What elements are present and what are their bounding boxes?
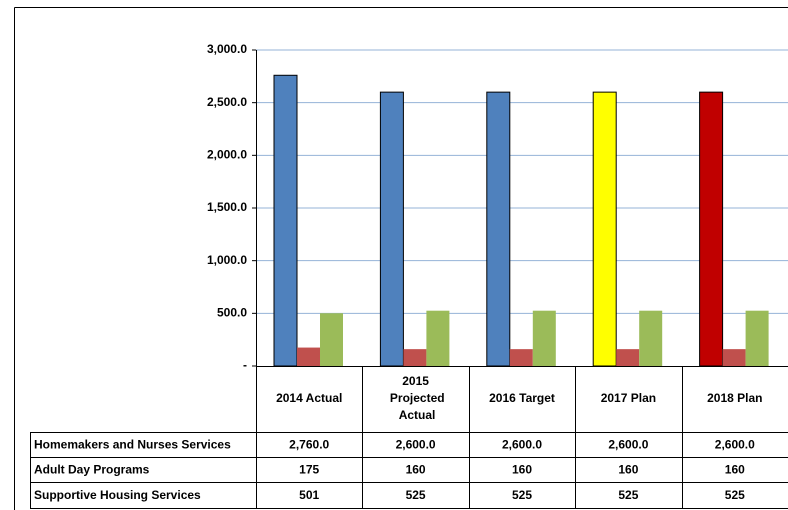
x-tick-label: 2014 Actual xyxy=(276,391,342,405)
bar xyxy=(699,91,724,367)
table-value: 2,600.0 xyxy=(502,438,542,452)
bar xyxy=(273,74,298,367)
table-value: 160 xyxy=(725,463,745,477)
table-value: 175 xyxy=(299,463,319,477)
bar xyxy=(486,91,511,367)
bar xyxy=(403,349,427,366)
table-value: 2,600.0 xyxy=(396,438,436,452)
y-tick-label: 2,000.0 xyxy=(207,148,247,162)
bar xyxy=(722,349,746,366)
x-tick-label: 2018 Plan xyxy=(707,391,762,405)
row-label: Supportive Housing Services xyxy=(34,488,201,502)
bar xyxy=(745,310,769,366)
table-value: 160 xyxy=(512,463,532,477)
y-tick-label: - xyxy=(243,358,247,372)
table-value: 2,600.0 xyxy=(608,438,648,452)
bar xyxy=(532,310,556,366)
table-value: 525 xyxy=(406,488,426,502)
bar xyxy=(297,347,320,366)
table-value: 2,600.0 xyxy=(715,438,755,452)
table-value: 525 xyxy=(512,488,532,502)
bar xyxy=(320,313,343,366)
table-value: 525 xyxy=(725,488,745,502)
row-label: Homemakers and Nurses Services xyxy=(34,438,231,452)
y-tick-label: 2,500.0 xyxy=(207,95,247,109)
bar xyxy=(426,310,450,366)
bar xyxy=(592,91,617,367)
y-tick-label: 1,000.0 xyxy=(207,253,247,267)
row-label: Adult Day Programs xyxy=(34,463,150,477)
bar xyxy=(509,349,533,366)
table-value: 501 xyxy=(299,488,319,502)
table-value: 160 xyxy=(406,463,426,477)
y-tick-label: 3,000.0 xyxy=(207,42,247,56)
y-tick-label: 1,500.0 xyxy=(207,200,247,214)
table-value: 160 xyxy=(618,463,638,477)
bar xyxy=(379,91,404,367)
y-tick-label: 500.0 xyxy=(217,306,247,320)
x-tick-label: 2017 Plan xyxy=(601,391,656,405)
table-value: 525 xyxy=(618,488,638,502)
x-tick-label: 2015 Projected Actual xyxy=(387,374,445,422)
bar xyxy=(616,349,640,366)
bar xyxy=(639,310,663,366)
table-value: 2,760.0 xyxy=(289,438,329,452)
x-tick-label: 2016 Target xyxy=(489,391,555,405)
